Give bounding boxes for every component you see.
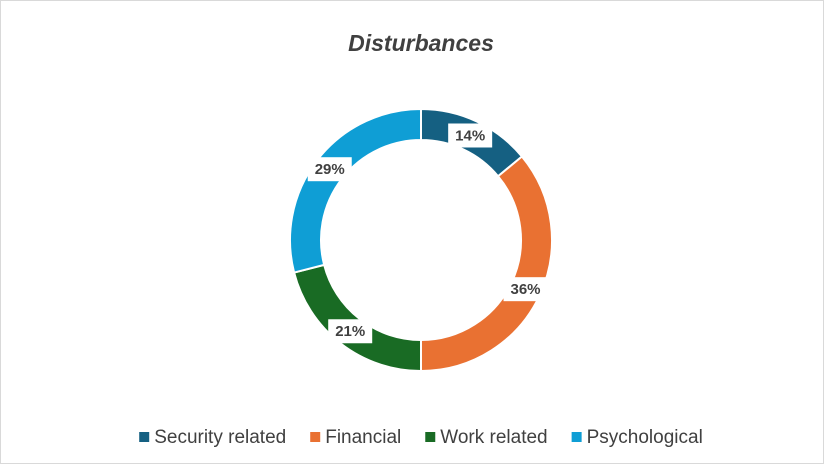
legend-swatch [310, 432, 321, 442]
data-label-box [328, 319, 373, 344]
data-label-box [307, 157, 352, 182]
legend-swatch [571, 432, 582, 442]
legend-label: Financial [325, 427, 401, 448]
chart-title: Disturbances [348, 30, 494, 56]
data-label: 29% [315, 161, 345, 178]
data-label: 14% [455, 127, 485, 144]
data-label-box [448, 123, 493, 148]
donut-slice [289, 107, 422, 274]
legend-label: Work related [440, 427, 547, 448]
data-label: 21% [335, 323, 365, 340]
data-label: 36% [510, 281, 540, 298]
legend-swatch [425, 432, 436, 442]
legend-swatch [139, 432, 150, 442]
legend-label: Security related [154, 427, 286, 448]
legend-label: Psychological [587, 427, 703, 448]
data-label-box [503, 277, 548, 302]
